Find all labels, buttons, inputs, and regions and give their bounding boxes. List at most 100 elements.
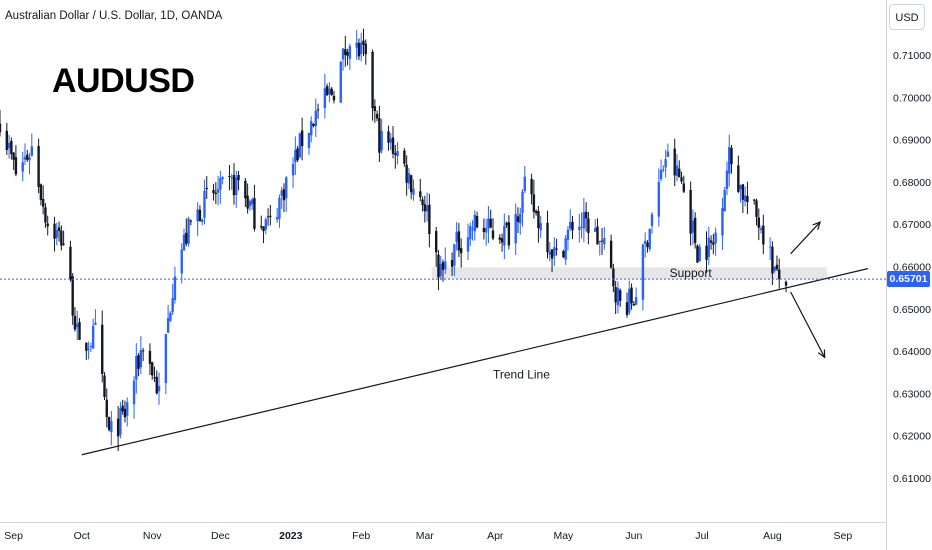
candle-body [519, 213, 522, 224]
candle-body [475, 216, 479, 228]
candle-body [137, 355, 140, 369]
candle-body [689, 189, 692, 234]
candle-body [482, 227, 486, 233]
candle-body [196, 209, 199, 222]
candle-body [110, 421, 113, 433]
candle-body [746, 195, 749, 202]
candle-body [216, 189, 220, 193]
candle-body [314, 110, 317, 127]
candle-body [403, 150, 406, 164]
candle-body [132, 380, 136, 405]
candle-body [39, 184, 43, 201]
time-tick-label: Dec [211, 530, 230, 542]
candle-body [280, 190, 283, 196]
candle-body [600, 240, 604, 242]
candle-body [739, 184, 742, 190]
candle-body [253, 198, 256, 229]
candle-body [76, 323, 79, 328]
candle-body [237, 174, 240, 181]
candle-body [316, 109, 320, 111]
candle-body [587, 218, 590, 233]
candle-body [737, 165, 740, 192]
candle-body [423, 204, 427, 212]
time-tick-label: Mar [416, 530, 435, 542]
candle-body [657, 181, 661, 217]
candle-body [546, 222, 549, 253]
price-tick-label: 0.66000 [893, 262, 931, 274]
candle-body [14, 157, 18, 175]
candle-body [126, 402, 129, 416]
candle-body [375, 113, 379, 119]
currency-button[interactable]: USD [889, 4, 925, 30]
candle-body [773, 266, 776, 271]
candle-body [469, 226, 472, 240]
price-axis[interactable]: 0.71000 0.70000 0.69000 0.68000 0.67000 … [893, 50, 931, 485]
candle-body [582, 212, 586, 229]
candle-body [632, 303, 636, 306]
candle-body [12, 152, 15, 160]
candle-body [725, 170, 729, 189]
candle-body [407, 173, 411, 184]
candle-body [491, 230, 495, 239]
candle-body [500, 238, 504, 243]
symbol-title[interactable]: Australian Dollar / U.S. Dollar, 1D, OAN… [5, 10, 223, 22]
candle-body [537, 210, 540, 229]
candle-body [371, 51, 374, 109]
candle-body [123, 408, 127, 418]
candle-body [555, 248, 558, 250]
candle-body [53, 223, 56, 239]
candle-body [264, 219, 267, 230]
candle-body [262, 226, 265, 232]
candle-body [364, 43, 367, 55]
candle-body [85, 342, 88, 351]
candle-body [69, 246, 72, 280]
candle-body [634, 297, 638, 305]
current-price-label: 0.65701 [887, 271, 930, 288]
candle-body [101, 324, 104, 374]
candle-body [730, 147, 733, 165]
candle-body [641, 244, 645, 300]
candle-body [219, 178, 222, 190]
candle-body [666, 151, 670, 157]
chart-overlay-title: AUDUSD [52, 62, 195, 100]
candle-body [768, 246, 772, 248]
candle-body [339, 61, 342, 103]
candle-body [648, 228, 651, 250]
candle-body [173, 276, 177, 301]
trend-line [81, 268, 868, 456]
candle-body [212, 190, 215, 194]
candle-body [244, 180, 247, 199]
candle-body [116, 418, 120, 437]
candle-body [434, 231, 438, 253]
candle-body [200, 219, 204, 222]
candle-body [409, 175, 413, 193]
support-zone-layer [431, 267, 827, 280]
candle-body [775, 264, 779, 270]
support-zone [431, 267, 827, 280]
candle-body [119, 408, 122, 435]
candle-body [228, 175, 231, 177]
candle-body [498, 237, 501, 240]
price-tick-label: 0.63000 [893, 388, 931, 400]
candle-body [171, 298, 174, 313]
candle-body [291, 163, 295, 176]
candle-body [507, 222, 511, 246]
candle-body [532, 194, 536, 212]
bullish-arrow-head [812, 221, 822, 230]
candle-body [662, 169, 665, 171]
candle-body [266, 216, 270, 218]
candle-body [148, 350, 152, 364]
candle-body [21, 162, 24, 172]
candle-body [437, 254, 440, 278]
price-tick-label: 0.71000 [893, 50, 931, 62]
time-axis[interactable]: Sep Oct Nov Dec 2023 Feb Mar Apr May Jun… [4, 530, 852, 542]
candle-body [439, 264, 442, 276]
candle-body [728, 146, 731, 174]
candle-body [121, 405, 124, 412]
candle-body [705, 245, 708, 260]
candle-body [87, 348, 90, 350]
candle-body [759, 228, 763, 231]
candle-body [598, 240, 601, 242]
candle-body [505, 222, 508, 226]
